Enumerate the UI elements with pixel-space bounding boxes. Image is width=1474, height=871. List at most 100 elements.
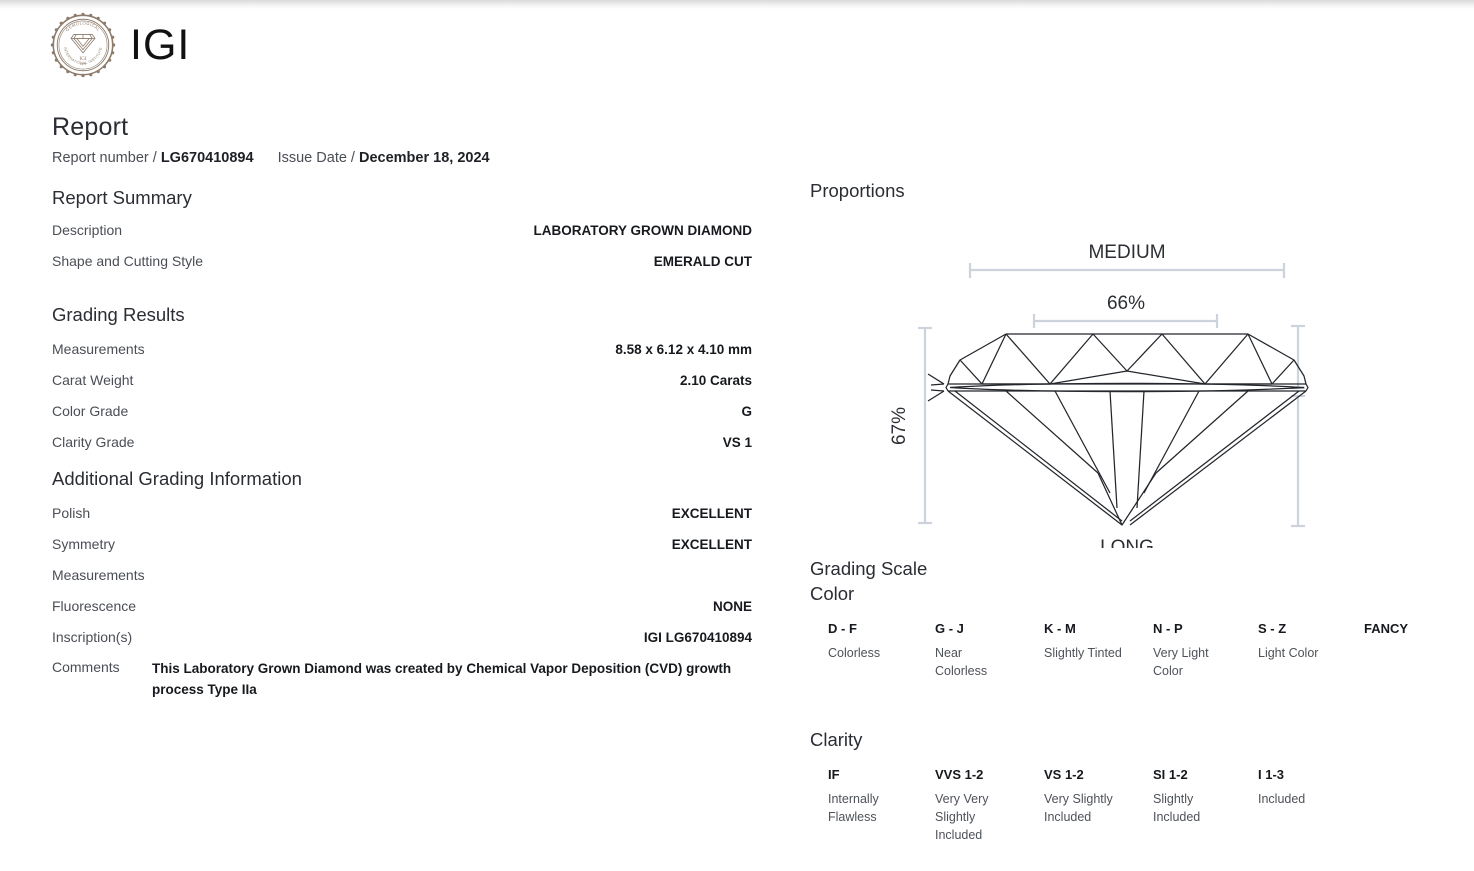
row-key: Measurements: [52, 567, 145, 583]
scale-desc: Colorless: [828, 646, 881, 660]
color-scale-item: D - F Colorless: [828, 621, 938, 662]
page-title: Report: [52, 113, 129, 141]
report-right-column: Proportions MEDIUM: [810, 180, 1430, 843]
proportions-diagram: MEDIUM 66% 67%: [810, 208, 1430, 558]
igi-brand-header: GEMOLOGICAL INTERNATIONAL INSTITUTE IGI …: [50, 12, 190, 78]
proportions-heading: Proportions: [810, 180, 905, 201]
scale-desc: Light Color: [1258, 646, 1319, 660]
scale-head: N - P: [1153, 621, 1183, 636]
additional-grading-section: Additional Grading Information Polish EX…: [52, 468, 752, 701]
report-number-value: LG670410894: [160, 150, 254, 166]
report-summary-section: Report Summary Description LABORATORY GR…: [52, 187, 752, 269]
table-percent-label: 66%: [1107, 293, 1145, 314]
grading-scale-heading: Grading Scale: [810, 558, 928, 579]
clarity-scale-item: IF Internally Flawless: [828, 767, 908, 826]
comments-row: Comments This Laboratory Grown Diamond w…: [52, 659, 752, 701]
table-row: Shape and Cutting Style EMERALD CUT: [52, 253, 752, 269]
color-grading-scale: D - F Colorless G - J Near Colorless K -…: [810, 621, 1430, 697]
row-value: G: [741, 404, 752, 419]
row-value: VS 1: [722, 435, 752, 450]
comments-value: This Laboratory Grown Diamond was create…: [152, 661, 732, 697]
crown-height-bar: [1291, 324, 1305, 390]
row-key: Clarity Grade: [52, 434, 135, 450]
page-top-shadow: [0, 0, 1474, 9]
scale-head: I 1-3: [1258, 767, 1285, 782]
row-value: EXCELLENT: [671, 537, 752, 552]
scale-desc: Very Slightly Included: [1044, 792, 1113, 825]
scale-head: IF: [828, 767, 840, 782]
row-value: 8.58 x 6.12 x 4.10 mm: [615, 342, 752, 357]
issue-date-value: December 18, 2024: [359, 150, 490, 166]
color-scale-item: FANCY: [1364, 621, 1474, 644]
pavilion-depth-bar: [1291, 394, 1305, 528]
issue-date-label: Issue Date /: [277, 150, 355, 166]
report-left-column: Report Report number / LG670410894 Issue…: [52, 113, 752, 701]
scale-head: VVS 1-2: [935, 767, 984, 782]
scale-head: VS 1-2: [1044, 767, 1084, 782]
scale-head: S - Z: [1258, 621, 1287, 636]
scale-head: D - F: [828, 621, 857, 636]
row-key: Polish: [52, 505, 91, 521]
clarity-grading-scale: IF Internally Flawless VVS 1-2 Very Very…: [810, 767, 1430, 843]
scale-desc: Internally Flawless: [828, 792, 879, 825]
table-row: Inscription(s) IGI LG670410894: [52, 629, 752, 645]
table-row: Description LABORATORY GROWN DIAMOND: [52, 222, 752, 238]
grading-results-section: Grading Results Measurements 8.58 x 6.12…: [52, 304, 752, 450]
igi-seal-icon: GEMOLOGICAL INTERNATIONAL INSTITUTE IGI …: [50, 12, 116, 78]
culet-arrow-icon: [927, 373, 945, 402]
scale-desc: Very Light Color: [1153, 646, 1209, 679]
clarity-scale-item: I 1-3 Included: [1258, 767, 1338, 808]
row-value: LABORATORY GROWN DIAMOND: [533, 223, 753, 238]
table-dimension-bar: [1032, 314, 1219, 328]
depth-percent-label: 67%: [889, 407, 910, 445]
row-key: Description: [52, 222, 123, 238]
scale-head: FANCY: [1364, 621, 1409, 636]
girdle-label: MEDIUM: [1088, 242, 1165, 263]
scale-desc: Near Colorless: [935, 646, 988, 679]
igi-wordmark: IGI: [130, 20, 191, 69]
row-value: 2.10 Carats: [679, 373, 752, 388]
comments-label: Comments: [52, 659, 120, 675]
table-row: Fluorescence NONE: [52, 598, 752, 614]
report-number-label: Report number /: [52, 150, 157, 166]
report-summary-heading: Report Summary: [52, 187, 192, 208]
color-scale-item: S - Z Light Color: [1258, 621, 1358, 662]
svg-text:IGI: IGI: [79, 56, 87, 62]
color-scale-heading: Color: [810, 583, 855, 604]
clarity-scale-block: Clarity IF Internally Flawless VVS 1-2 V…: [810, 729, 1430, 843]
scale-desc: Slightly Tinted: [1044, 646, 1122, 660]
additional-grading-heading: Additional Grading Information: [52, 468, 302, 489]
table-row: Clarity Grade VS 1: [52, 434, 752, 450]
scale-desc: Included: [1258, 792, 1306, 806]
row-value: IGI LG670410894: [643, 630, 752, 645]
clarity-scale-item: VVS 1-2 Very Very Slightly Included: [935, 767, 1007, 844]
scale-head: SI 1-2: [1153, 767, 1188, 782]
culet-label: LONG: [1100, 537, 1154, 548]
row-key: Fluorescence: [52, 598, 137, 614]
table-row: Carat Weight 2.10 Carats: [52, 372, 752, 388]
girdle-dimension-bar: [968, 263, 1286, 278]
svg-text:1975: 1975: [80, 62, 87, 66]
row-key: Measurements: [52, 341, 145, 357]
clarity-scale-item: SI 1-2 Slightly Included: [1153, 767, 1223, 826]
depth-dimension-bar: [918, 326, 932, 525]
scale-head: G - J: [935, 621, 964, 636]
table-row: Color Grade G: [52, 403, 752, 419]
row-key: Color Grade: [52, 403, 129, 419]
report-meta: Report number / LG670410894 Issue Date /…: [52, 150, 752, 166]
grading-results-heading: Grading Results: [52, 304, 185, 325]
clarity-scale-heading: Clarity: [810, 729, 863, 750]
row-value: EMERALD CUT: [653, 254, 752, 269]
scale-desc: Slightly Included: [1153, 792, 1201, 825]
color-scale-item: K - M Slightly Tinted: [1044, 621, 1159, 662]
table-row: Symmetry EXCELLENT: [52, 536, 752, 552]
table-row: Measurements: [52, 567, 752, 583]
row-key: Shape and Cutting Style: [52, 253, 203, 269]
clarity-scale-item: VS 1-2 Very Slightly Included: [1044, 767, 1134, 826]
row-key: Symmetry: [52, 536, 115, 552]
color-scale-item: N - P Very Light Color: [1153, 621, 1225, 680]
color-scale-item: G - J Near Colorless: [935, 621, 1005, 680]
scale-head: K - M: [1044, 621, 1076, 636]
row-value: EXCELLENT: [671, 506, 752, 521]
